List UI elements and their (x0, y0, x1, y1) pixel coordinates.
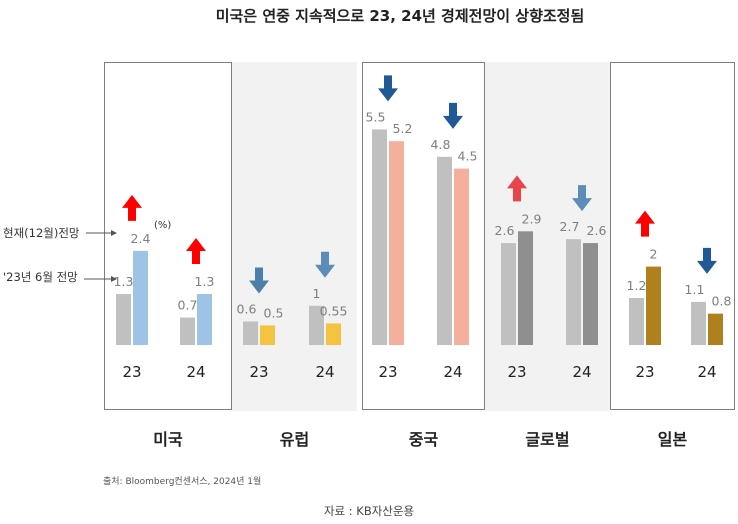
value-label-current: 5.2 (393, 121, 413, 136)
region-label: 유럽 (280, 430, 309, 449)
value-label-current: 0.55 (320, 303, 348, 318)
year-label: 24 (443, 363, 462, 381)
region-label: 미국 (153, 430, 183, 449)
value-label-previous: 0.7 (178, 298, 198, 313)
panel-frame-4 (610, 62, 735, 410)
unit-label: (%) (154, 220, 171, 231)
year-label: 23 (378, 363, 397, 381)
value-label-current: 0.5 (264, 305, 284, 320)
arrow-down-icon (315, 251, 335, 278)
value-label-previous: 0.6 (237, 301, 257, 316)
value-label-current: 4.5 (458, 149, 478, 164)
value-label-current: 2.6 (587, 223, 607, 238)
year-label: 23 (635, 363, 654, 381)
legend-previous-label: '23년 6월 전망 (3, 270, 78, 284)
bar-current (197, 294, 212, 345)
bar-previous (629, 297, 644, 345)
year-label: 24 (186, 363, 205, 381)
value-label-previous: 2.6 (495, 223, 515, 238)
bar-previous (309, 305, 324, 345)
panel-bg-3 (485, 62, 610, 411)
year-label: 23 (507, 363, 526, 381)
panel-layer (104, 62, 735, 411)
year-label: 24 (315, 363, 334, 381)
legend-current-label: 현재(12월)전망 (3, 226, 80, 240)
bar-current (583, 243, 598, 345)
arrow-up-icon (507, 175, 527, 202)
bar-current (518, 231, 533, 345)
value-label-current: 0.8 (712, 294, 732, 309)
value-label-previous: 1.3 (114, 274, 134, 289)
value-label-current: 2 (650, 247, 658, 262)
value-label-previous: 4.8 (431, 137, 451, 152)
year-label: 24 (572, 363, 591, 381)
chart-title: 미국은 연중 지속적으로 23, 24년 경제전망이 상향조정됨 (216, 7, 585, 25)
value-label-previous: 2.7 (560, 219, 580, 234)
source-note: 출처: Bloomberg컨센서스, 2024년 1월 (103, 475, 261, 487)
value-label-previous: 1.2 (627, 278, 647, 293)
legend-previous-arrowhead (111, 276, 117, 282)
bar-current (326, 323, 341, 345)
year-label: 23 (122, 363, 141, 381)
arrow-up-icon (122, 194, 142, 221)
data-credit: 자료 : KB자산운용 (324, 504, 414, 518)
value-label-previous: 1 (313, 286, 321, 301)
arrow-down-icon (697, 247, 717, 274)
bar-current (646, 266, 661, 345)
arrow-down-icon (249, 267, 269, 294)
year-label: 23 (249, 363, 268, 381)
bar-previous (372, 129, 387, 345)
value-label-current: 1.3 (195, 274, 215, 289)
bar-previous (501, 243, 516, 345)
bar-previous (691, 301, 706, 345)
region-label: 글로벌 (525, 430, 569, 449)
bar-previous (243, 321, 258, 345)
arrow-up-icon (186, 238, 206, 265)
legend-current-arrowhead (111, 230, 117, 236)
value-label-previous: 5.5 (366, 109, 386, 124)
bar-previous (180, 317, 195, 345)
bar-previous (437, 156, 452, 345)
bar-current (389, 141, 404, 345)
bar-current (708, 313, 723, 345)
arrow-up-icon (635, 210, 655, 237)
value-label-current: 2.9 (522, 211, 542, 226)
legend: 현재(12월)전망 '23년 6월 전망 (3, 226, 117, 284)
panel-frame-0 (104, 62, 232, 410)
arrow-down-icon (443, 102, 463, 129)
region-label: 일본 (658, 430, 688, 449)
arrow-down-icon (378, 75, 398, 102)
value-label-previous: 1.1 (685, 282, 705, 297)
region-label: 중국 (409, 430, 439, 449)
bar-current (454, 168, 469, 345)
bar-current (260, 325, 275, 345)
bar-previous (116, 294, 131, 345)
arrow-down-icon (572, 185, 592, 212)
marks-layer: 미국 1.3 2.4 23 0.7 1.3 24 유럽 0.6 0.5 23 1 0.55 24 중국 5.5… (114, 75, 732, 449)
bar-current (133, 250, 148, 345)
year-label: 24 (697, 363, 716, 381)
bar-previous (566, 239, 581, 345)
value-label-current: 2.4 (131, 231, 151, 246)
panel-frame-2 (362, 62, 485, 410)
panel-bg-1 (232, 62, 357, 411)
